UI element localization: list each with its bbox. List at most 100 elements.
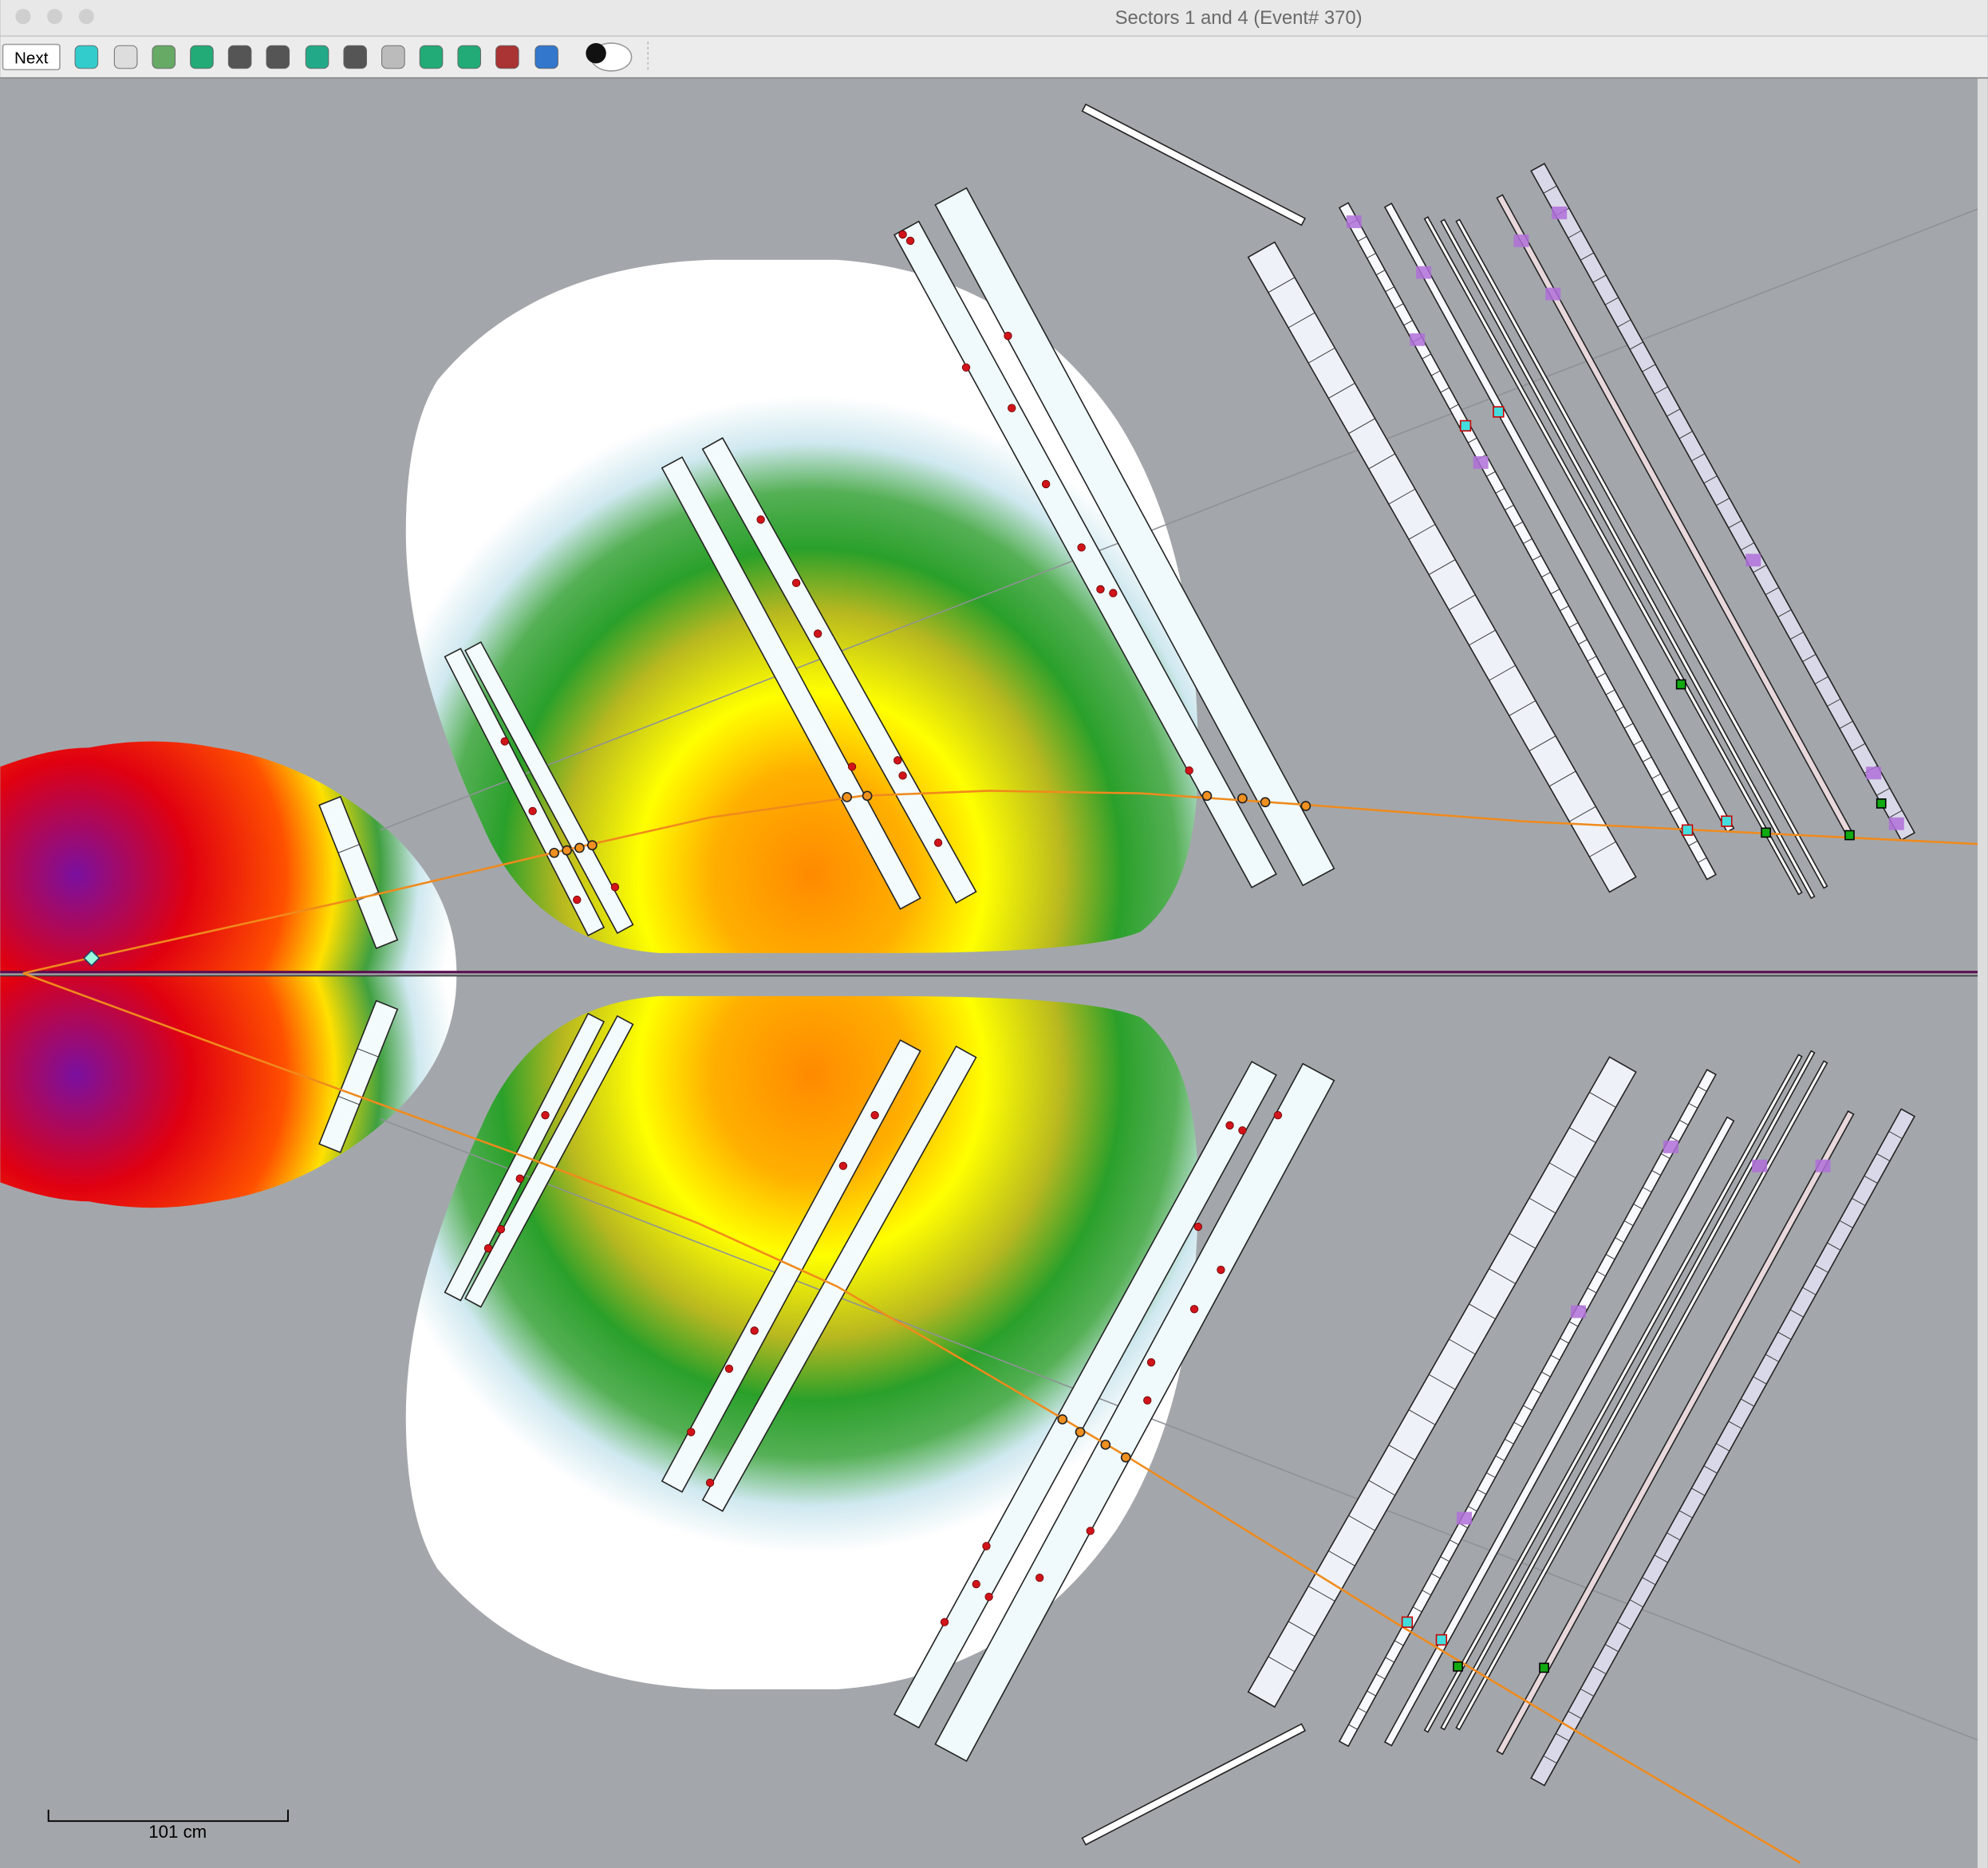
detector-segment: [1789, 1309, 1804, 1318]
tool-icon[interactable]: [419, 45, 444, 69]
hit: [905, 236, 915, 246]
detector-panel: [318, 999, 399, 1153]
detector-segment: [1703, 475, 1718, 484]
ecal-hit: [1815, 1159, 1831, 1172]
detector-segment: [1550, 1354, 1560, 1361]
hit: [500, 737, 509, 746]
detector-panel: [464, 1015, 634, 1308]
ecal-hit: [1416, 266, 1432, 279]
detector-segment: [1486, 1472, 1496, 1478]
hit: [528, 806, 537, 816]
detector-segment: [1357, 236, 1367, 242]
detector-segment: [1580, 252, 1595, 261]
detector-segment: [1852, 743, 1866, 751]
detector-segment: [1408, 523, 1436, 540]
detector-segment: [1422, 353, 1432, 360]
detector-segment: [1541, 1371, 1551, 1377]
detector-segment: [1412, 1606, 1422, 1613]
detector-segment: [1667, 1532, 1681, 1541]
detector-panel: [464, 640, 634, 934]
detector-segment: [1617, 319, 1631, 328]
hit: [961, 363, 971, 372]
detector-segment: [1560, 1338, 1569, 1344]
detector-panel: [1423, 1054, 1803, 1733]
detector-segment: [1678, 1119, 1689, 1125]
detector-segment: [1523, 538, 1532, 544]
scale-bar: [47, 1809, 289, 1823]
next-button-label[interactable]: Next: [14, 49, 49, 67]
detector-segment: [1368, 1480, 1396, 1496]
calorimeter-hit: [1453, 1661, 1463, 1672]
detector-segment: [1449, 404, 1459, 410]
tof-hit: [1401, 1616, 1414, 1628]
tool-icon[interactable]: [457, 45, 481, 69]
tool-icon[interactable]: [381, 45, 405, 69]
detector-segment: [1388, 488, 1416, 505]
detector-segment: [1753, 565, 1767, 573]
hit: [898, 771, 907, 780]
detector-segment: [1388, 1444, 1416, 1460]
detector-segment: [1555, 1732, 1570, 1742]
tool-icon[interactable]: [152, 45, 176, 69]
detector-segment: [1753, 1376, 1767, 1385]
tool-icon[interactable]: [343, 45, 367, 69]
detector-segment: [1814, 676, 1828, 684]
detector-segment: [1469, 629, 1496, 646]
zoom-button[interactable]: [78, 9, 94, 25]
detector-segment: [1449, 1338, 1476, 1355]
detector-segment: [1348, 1724, 1358, 1730]
detector-segment: [1440, 1556, 1450, 1563]
detector-segment: [1523, 1405, 1532, 1411]
detector-segment: [1697, 857, 1707, 863]
next-button[interactable]: [2, 43, 61, 71]
hit: [1109, 589, 1118, 597]
track-hit: [549, 847, 560, 858]
detector-segment: [1513, 1421, 1524, 1428]
detector-segment: [1428, 559, 1456, 575]
detector-segment: [1642, 756, 1652, 763]
hit: [1077, 543, 1086, 552]
ecal-hit: [1552, 206, 1568, 219]
detector-segment: [1580, 1689, 1595, 1697]
detector-segment: [1495, 1455, 1505, 1461]
detector-segment: [337, 844, 360, 853]
detector-panel: [1081, 103, 1306, 227]
detector-segment: [1308, 1586, 1335, 1602]
detector-segment: [1615, 1237, 1624, 1243]
detector-segment: [1596, 672, 1606, 679]
detector-segment: [1765, 587, 1780, 596]
detector-segment: [1802, 653, 1816, 662]
ecal-hit: [1866, 767, 1882, 780]
calorimeter-hit: [1539, 1662, 1549, 1673]
hit: [791, 578, 801, 588]
tool-icon[interactable]: [113, 45, 138, 69]
detector-segment: [1660, 790, 1670, 796]
tool-icon[interactable]: [266, 45, 290, 69]
ecal-hit: [1473, 455, 1489, 469]
ecal-hit: [1410, 333, 1426, 346]
close-button[interactable]: [15, 9, 31, 25]
detector-segment: [1368, 453, 1396, 470]
tool-icon[interactable]: [74, 45, 99, 69]
hit: [1004, 331, 1012, 341]
sheep-head[interactable]: [586, 43, 606, 64]
tool-icon[interactable]: [227, 45, 252, 69]
detector-segment: [1550, 589, 1560, 595]
detector-segment: [1467, 437, 1477, 443]
ecal-hit: [1752, 1159, 1768, 1172]
scale-bar-label: 101 cm: [148, 1822, 207, 1842]
tool-icon[interactable]: [495, 45, 519, 69]
detector-segment: [1385, 1657, 1394, 1663]
track-hit: [1260, 797, 1271, 808]
tool-icon[interactable]: [534, 45, 558, 69]
minimize-button[interactable]: [47, 9, 63, 25]
detector-segment: [1408, 1409, 1436, 1425]
detector-segment: [1367, 1690, 1376, 1697]
tool-icon[interactable]: [190, 45, 214, 69]
detector-segment: [1839, 1220, 1853, 1228]
detector-panel: [1440, 219, 1816, 900]
tool-icon[interactable]: [305, 45, 329, 69]
detector-segment: [1532, 555, 1542, 561]
ecal-hit: [1663, 1140, 1678, 1153]
